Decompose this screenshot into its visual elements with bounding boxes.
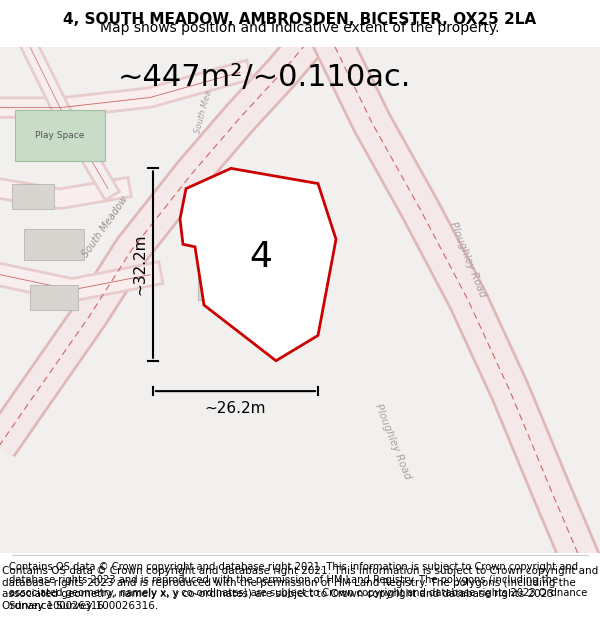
Text: Contains OS data © Crown copyright and database right 2021. This information is : Contains OS data © Crown copyright and d… <box>2 566 598 611</box>
FancyBboxPatch shape <box>30 285 78 310</box>
FancyBboxPatch shape <box>12 184 54 209</box>
Text: South Mea...: South Mea... <box>193 81 215 134</box>
Text: South Meadow: South Meadow <box>80 194 130 259</box>
FancyBboxPatch shape <box>24 229 84 259</box>
Text: Map shows position and indicative extent of the property.: Map shows position and indicative extent… <box>100 21 500 35</box>
Text: Play Space: Play Space <box>35 131 85 140</box>
Polygon shape <box>180 168 336 361</box>
Text: ~32.2m: ~32.2m <box>133 234 148 295</box>
Text: Contains OS data © Crown copyright and database right 2021. This information is : Contains OS data © Crown copyright and d… <box>9 562 587 611</box>
FancyBboxPatch shape <box>15 110 105 161</box>
Text: ~447m²/~0.110ac.: ~447m²/~0.110ac. <box>118 62 410 92</box>
FancyBboxPatch shape <box>198 259 258 300</box>
Text: Ploughley Road: Ploughley Road <box>448 220 488 299</box>
FancyBboxPatch shape <box>0 47 600 553</box>
Text: 4, SOUTH MEADOW, AMBROSDEN, BICESTER, OX25 2LA: 4, SOUTH MEADOW, AMBROSDEN, BICESTER, OX… <box>64 12 536 27</box>
Text: ~26.2m: ~26.2m <box>205 401 266 416</box>
Text: 4: 4 <box>250 240 272 274</box>
Text: Ploughley Road: Ploughley Road <box>373 402 413 481</box>
